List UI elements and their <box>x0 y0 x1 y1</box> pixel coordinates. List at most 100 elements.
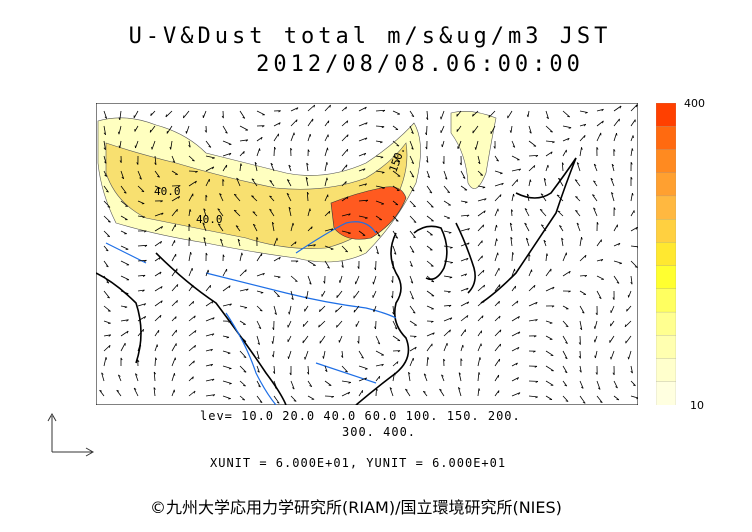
wind-vector-head <box>306 162 309 166</box>
wind-vector-head <box>296 107 299 110</box>
wind-vector <box>290 222 294 232</box>
wind-vector <box>307 133 311 142</box>
wind-vector <box>579 110 588 113</box>
wind-vector <box>593 207 598 217</box>
wind-vector-head <box>593 326 596 329</box>
wind-vector <box>273 290 280 297</box>
wind-vector-head <box>289 372 292 376</box>
wind-vector <box>594 335 598 343</box>
wind-vector <box>222 365 232 369</box>
wind-vector-head <box>488 114 490 118</box>
wind-vector <box>579 147 582 157</box>
wind-vector <box>443 275 453 278</box>
wind-vector-head <box>294 241 297 245</box>
wind-vector-head <box>144 316 147 319</box>
wind-vector <box>545 125 553 133</box>
wind-vector <box>630 260 638 268</box>
wind-vector <box>120 305 128 308</box>
wind-vector <box>545 110 549 119</box>
wind-vector <box>171 268 178 277</box>
wind-vector <box>239 335 247 342</box>
wind-vector <box>389 387 394 397</box>
wind-vector-head <box>585 112 588 114</box>
contour-levels-line1: lev= 10.0 20.0 40.0 60.0 100. 150. 200. <box>200 409 521 423</box>
wind-vector-head <box>107 235 110 238</box>
wind-vector <box>543 240 547 247</box>
wind-vector-head <box>500 194 502 197</box>
wind-vector-head <box>426 117 429 120</box>
wind-vector <box>375 375 381 382</box>
wind-vector-head <box>466 287 469 291</box>
wind-vector-head <box>345 181 347 184</box>
wind-vector <box>443 245 453 248</box>
wind-vector <box>306 162 309 172</box>
wind-vector-head <box>278 256 281 260</box>
wind-vector-head <box>292 222 294 226</box>
wind-vector <box>426 215 434 222</box>
wind-vector-head <box>160 200 163 203</box>
wind-vector <box>120 170 125 179</box>
wind-vector-head <box>307 149 310 152</box>
wind-vector <box>335 305 343 313</box>
wind-vector <box>613 224 618 232</box>
wind-vector-head <box>535 381 539 383</box>
wind-vector-head <box>286 192 290 196</box>
wind-vector-head <box>241 252 243 256</box>
wind-vector <box>137 289 145 292</box>
wind-vector-head <box>631 148 634 151</box>
wind-vector <box>358 199 368 202</box>
wind-vector-head <box>104 161 107 164</box>
wind-vector-head <box>578 342 581 345</box>
wind-vector-head <box>205 252 208 256</box>
wind-vector <box>256 320 262 329</box>
wind-vector <box>341 391 350 397</box>
wind-vector <box>154 329 160 337</box>
wind-vector-head <box>497 252 499 256</box>
wind-vector <box>596 239 602 247</box>
wind-vector-head <box>575 196 578 198</box>
wind-vector <box>103 245 109 252</box>
wind-vector <box>217 208 224 217</box>
wind-vector-head <box>319 309 321 312</box>
wind-vector <box>375 185 385 189</box>
wind-vector-head <box>499 315 501 319</box>
wind-vector <box>540 193 547 202</box>
wind-vector-head <box>578 355 581 359</box>
wind-vector-head <box>330 228 334 231</box>
wind-vector <box>613 105 622 112</box>
wind-vector <box>149 125 156 133</box>
wind-vector <box>341 380 351 383</box>
wind-vector <box>630 210 635 217</box>
wind-vector-head <box>271 221 275 225</box>
wind-vector <box>304 305 309 312</box>
wind-vector <box>373 275 377 285</box>
wind-vector-head <box>104 174 107 177</box>
wind-vector <box>373 305 377 313</box>
wind-vector-head <box>257 342 260 345</box>
wind-vector-head <box>498 301 500 304</box>
wind-vector-head <box>346 120 349 124</box>
wind-vector-head <box>348 382 352 384</box>
wind-vector-head <box>363 168 366 171</box>
wind-vector-head <box>219 193 222 196</box>
wind-vector <box>405 388 411 397</box>
wind-vector-head <box>565 341 568 344</box>
wind-vector <box>579 123 586 127</box>
wind-vector-head <box>203 237 206 240</box>
wind-vector <box>171 373 175 382</box>
wind-vector <box>630 104 638 112</box>
contour-levels-line2: 300. 400. <box>342 425 417 439</box>
wind-vector-head <box>365 199 369 202</box>
wind-vector <box>307 275 312 285</box>
wind-vector-head <box>194 345 196 348</box>
wind-vector <box>324 365 328 372</box>
wind-vector <box>188 252 191 262</box>
wind-vector <box>443 185 451 194</box>
wind-vector-head <box>429 191 433 194</box>
wind-vector <box>594 320 598 329</box>
wind-vector <box>596 275 604 280</box>
wind-vector-head <box>193 390 196 394</box>
wind-vector-head <box>104 116 107 119</box>
wind-vector-head <box>228 368 232 370</box>
wind-vector-head <box>193 360 195 364</box>
